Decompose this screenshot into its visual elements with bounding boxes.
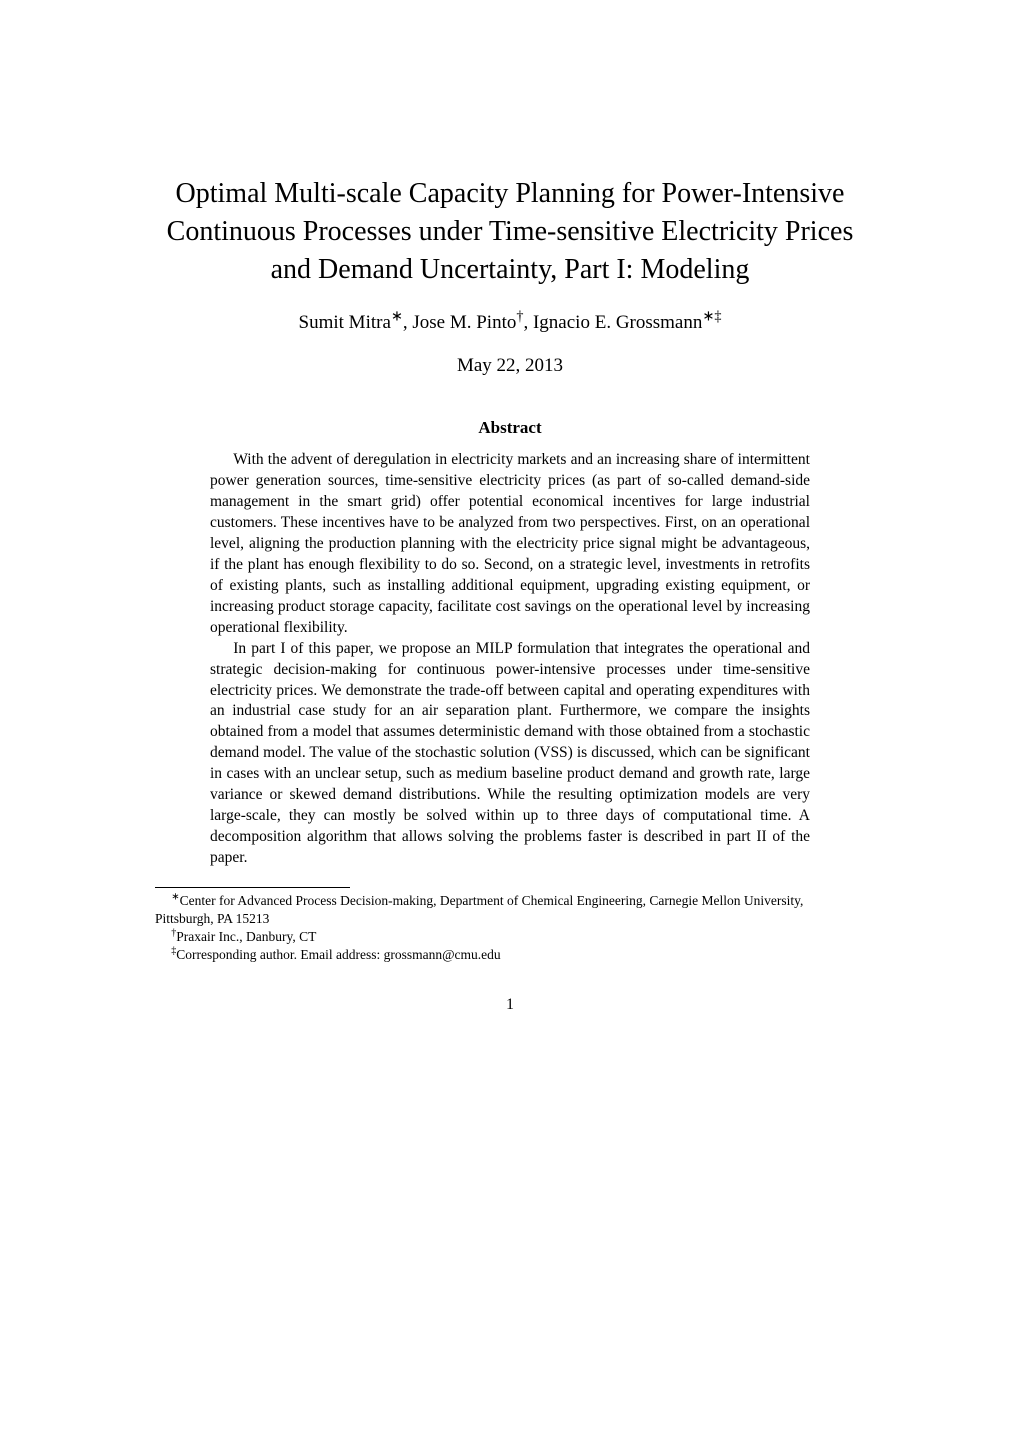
footnote-rule — [155, 887, 350, 888]
footnote-corresponding-author: ‡Corresponding author. Email address: gr… — [155, 946, 865, 964]
page-number: 1 — [155, 995, 865, 1014]
paper-date: May 22, 2013 — [155, 355, 865, 378]
footnote-affiliation-2: †Praxair Inc., Danbury, CT — [155, 928, 865, 946]
abstract-paragraph-2: In part I of this paper, we propose an M… — [210, 639, 810, 869]
abstract-body: With the advent of deregulation in elect… — [210, 450, 810, 868]
abstract-heading: Abstract — [155, 418, 865, 438]
authors-line: Sumit Mitra∗, Jose M. Pinto†, Ignacio E.… — [155, 312, 865, 335]
paper-title: Optimal Multi-scale Capacity Planning fo… — [155, 175, 865, 288]
footnote-affiliation-1: ∗Center for Advanced Process Decision-ma… — [155, 892, 865, 928]
footnotes: ∗Center for Advanced Process Decision-ma… — [155, 892, 865, 965]
abstract-paragraph-1: With the advent of deregulation in elect… — [210, 450, 810, 638]
